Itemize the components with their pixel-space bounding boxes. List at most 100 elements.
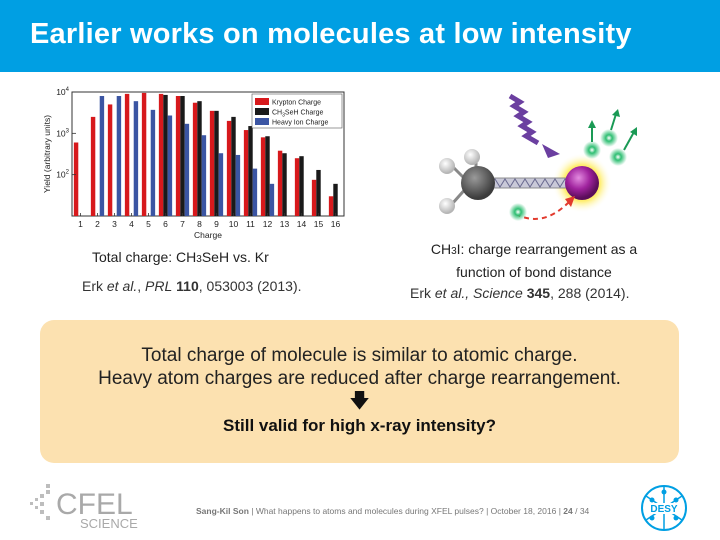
callout-line-1: Total charge of molecule is similar to a… (141, 345, 578, 366)
right-ref-etal: et al., (434, 285, 470, 301)
bar-3-5 (150, 109, 156, 216)
legend-swatch (255, 98, 269, 105)
right-reference: Erk et al., Science 345, 288 (2014). (410, 285, 629, 301)
bar-1-15 (311, 179, 317, 216)
right-caption-line2: function of bond distance (456, 264, 612, 280)
x-tick-label: 11 (246, 219, 255, 229)
bar-3-3 (116, 96, 122, 216)
y-tick-label: 103 (56, 128, 69, 138)
right-ref-journal: Science (473, 285, 523, 301)
page-number: 24 (563, 506, 573, 516)
arrowhead-icon (565, 196, 575, 207)
bar-2-12 (265, 136, 270, 216)
bar-1-9 (209, 110, 215, 216)
down-arrow-icon: 🡇 (349, 390, 370, 412)
electron (600, 129, 618, 147)
bar-1-8 (192, 102, 198, 216)
footer-author: Sang-Kil Son (196, 506, 249, 516)
left-ref-etal: et al. (106, 278, 138, 294)
legend-swatch (255, 118, 269, 125)
legend-label: Heavy Ion Charge (272, 120, 329, 127)
x-tick-label: 12 (263, 219, 273, 229)
x-tick-label: 16 (331, 219, 341, 229)
right-caption-prefix: CH (430, 241, 452, 257)
x-tick-label: 6 (163, 219, 168, 229)
bar-1-12 (260, 137, 266, 216)
right-ref-author: Erk (410, 285, 435, 301)
x-tick-label: 8 (197, 219, 202, 229)
right-ref-rest: , 288 (2014). (550, 285, 630, 301)
bar-1-7 (175, 96, 181, 216)
x-tick-label: 2 (95, 219, 100, 229)
bar-1-11 (243, 130, 249, 216)
title-bar: Earlier works on molecules at low intens… (0, 0, 720, 72)
left-caption: Total charge: CH3SeH vs. Kr (92, 249, 269, 265)
right-caption: CH3I: charge rearrangement as a function… (414, 239, 654, 282)
x-tick-label: 3 (112, 219, 117, 229)
bar-1-10 (226, 120, 232, 216)
bar-1-6 (158, 93, 164, 216)
x-tick-label: 15 (314, 219, 324, 229)
bar-2-11 (248, 126, 253, 216)
left-ref-sep: , (137, 278, 146, 294)
desy-logo: DESY (641, 485, 687, 531)
x-tick-label: 5 (146, 219, 151, 229)
footer-text: | What happens to atoms and molecules du… (248, 506, 564, 516)
slide-title: Earlier works on molecules at low intens… (30, 18, 632, 50)
bar-1-5 (141, 92, 147, 216)
bar-3-11 (252, 168, 258, 216)
legend-label: CH3SeH Charge (272, 110, 324, 119)
x-tick-label: 14 (297, 219, 307, 229)
right-ref-volume: 345 (526, 285, 551, 301)
carbon-atom (461, 166, 495, 200)
y-tick-label: 102 (56, 170, 69, 180)
bar-1-4 (124, 93, 130, 216)
left-caption-sub: 3 (196, 254, 202, 265)
cfel-logo-science: SCIENCE (80, 516, 138, 531)
left-ref-journal: PRL (145, 278, 173, 294)
iodine-atom (565, 166, 599, 200)
bar-2-14 (299, 156, 304, 216)
page-total: / 34 (572, 506, 590, 516)
electron (509, 203, 527, 221)
bar-1-16 (328, 196, 334, 216)
bar-2-8 (197, 101, 202, 216)
bar-2-7 (180, 96, 185, 216)
left-caption-suffix: SeH vs. Kr (201, 249, 269, 265)
right-caption-line1: I: charge rearrangement as a (456, 241, 638, 257)
bar-3-4 (133, 101, 139, 216)
bar-2-13 (282, 153, 287, 216)
bar-3-9 (218, 153, 224, 216)
cfel-logo: CFEL SCIENCE (30, 484, 138, 531)
xray-arrowhead-icon (542, 144, 560, 158)
electron (583, 141, 601, 159)
bar-2-9 (214, 110, 219, 216)
x-tick-label: 10 (229, 219, 239, 229)
callout-line-2: Heavy atom charges are reduced after cha… (98, 368, 621, 389)
bar-3-6 (167, 115, 173, 216)
cfel-logo-text: CFEL (56, 488, 133, 521)
left-ref-rest: , 053003 (2013). (198, 278, 302, 294)
bar-3-10 (235, 154, 241, 216)
bar-1-14 (294, 158, 300, 216)
yield-chart: 1 2 3 4 5 6 7 8 9 10 11 12 13 14 15 16102103104ChargeYi… (42, 87, 345, 240)
xray-wave-icon (508, 93, 540, 146)
callout-box: Total charge of molecule is similar to a… (40, 320, 679, 463)
bar-1-2 (90, 116, 96, 216)
x-tick-label: 7 (180, 219, 185, 229)
y-tick-label: 104 (56, 87, 69, 97)
left-caption-prefix: Total charge: CH (92, 249, 197, 265)
bar-3-2 (99, 96, 105, 216)
left-ref-author: Erk (82, 278, 107, 294)
x-tick-label: 13 (280, 219, 290, 229)
bar-1-1 (73, 142, 79, 216)
callout-question: Still valid for high x-ray intensity? (223, 416, 496, 435)
legend-swatch (255, 108, 269, 115)
bar-2-15 (316, 169, 321, 216)
molecule-illustration (439, 93, 637, 221)
x-axis-label: Charge (194, 230, 222, 240)
left-ref-volume: 110 (176, 278, 199, 294)
y-axis-label: Yield (arbitrary units) (42, 115, 52, 193)
x-tick-label: 4 (129, 219, 134, 229)
hydrogen-atom (464, 149, 480, 165)
